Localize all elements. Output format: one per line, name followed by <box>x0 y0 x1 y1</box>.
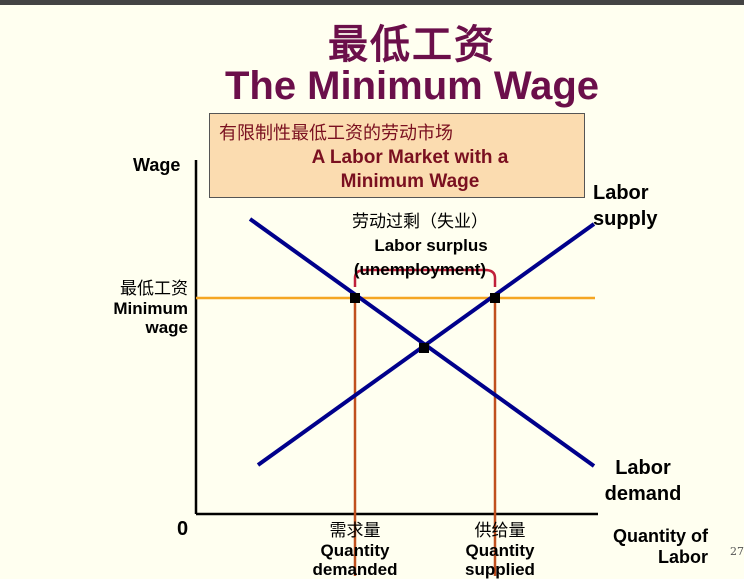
diagram-callout-box: 有限制性最低工资的劳动市场 A Labor Market with a Mini… <box>209 113 585 198</box>
labor-surplus-label: 劳动过剩（失业） Labor surplus (unemployment) <box>320 210 520 282</box>
minimum-wage-label-chinese: 最低工资 <box>120 279 188 299</box>
minimum-wage-label: 最低工资 Minimum wage <box>96 279 188 338</box>
labor-supply-label-line2: supply <box>593 208 658 230</box>
labor-supply-label: Labor supply <box>593 180 657 232</box>
quantity-supplied-point <box>490 293 500 303</box>
quantity-demanded-label-line2: demanded <box>312 560 398 579</box>
labor-supply-label-line1: Labor <box>593 182 649 204</box>
callout-english-line2: Minimum Wage <box>340 171 480 192</box>
quantity-demanded-label-line1: Quantity <box>320 541 390 560</box>
callout-chinese: 有限制性最低工资的劳动市场 <box>219 123 453 144</box>
quantity-demanded-point <box>350 293 360 303</box>
callout-english-line1: A Labor Market with a <box>311 147 509 168</box>
title-chinese: 最低工资 <box>328 22 496 68</box>
origin-label: 0 <box>177 518 189 540</box>
labor-demand-label-line1: Labor <box>615 457 671 479</box>
quantity-supplied-label: 供给量 Quantity supplied <box>440 522 560 579</box>
title-english: The Minimum Wage <box>224 64 600 108</box>
labor-demand-label: Labor demand <box>598 455 688 507</box>
x-axis-label-line1: Quantity of <box>613 526 708 546</box>
quantity-demanded-label: 需求量 Quantity demanded <box>295 522 415 579</box>
labor-demand-curve <box>248 217 596 468</box>
quantity-supplied-label-chinese: 供给量 <box>474 521 526 541</box>
quantity-supplied-label-line2: supplied <box>465 560 535 579</box>
x-axis-label: Quantity of Labor <box>598 526 708 568</box>
labor-surplus-label-line2: (unemployment) <box>353 260 487 279</box>
page-number: 27 <box>730 545 744 558</box>
labor-surplus-label-chinese: 劳动过剩（失业） <box>352 212 488 232</box>
minimum-wage-label-line2: wage <box>145 318 188 337</box>
minimum-wage-label-line1: Minimum <box>113 299 188 318</box>
labor-surplus-label-line1: Labor surplus <box>374 236 488 255</box>
quantity-supplied-label-line1: Quantity <box>465 541 535 560</box>
labor-demand-label-line2: demand <box>604 483 682 505</box>
equilibrium-point <box>419 343 429 353</box>
labor-surplus-brace <box>353 268 497 287</box>
y-axis-label: Wage <box>133 155 181 175</box>
top-border <box>0 0 744 5</box>
quantity-demanded-label-chinese: 需求量 <box>329 521 381 541</box>
x-axis-label-line2: Labor <box>657 547 708 567</box>
callout-english: A Labor Market with a Minimum Wage <box>210 146 610 194</box>
